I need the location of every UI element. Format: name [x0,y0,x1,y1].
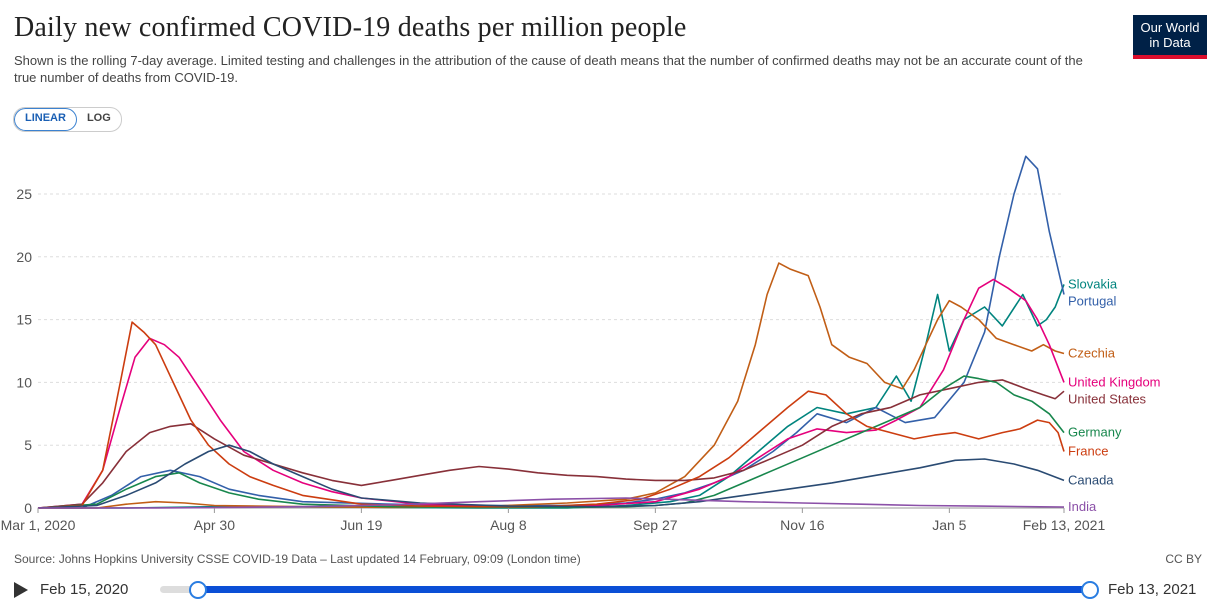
legend-label: France [1068,443,1108,458]
chart-legend: Slovakia Portugal Czechia United Kingdom Uni… [1068,276,1161,514]
legend-label: Portugal [1068,293,1117,308]
log-scale-button[interactable]: LOG [86,112,111,124]
source-note: Source: Johns Hopkins University CSSE CO… [14,552,581,566]
series-line-india [37,497,1065,509]
legend-label: India [1068,499,1097,514]
y-tick-label: 10 [16,374,32,390]
series-line-france [37,321,1065,509]
x-tick-label: Aug 8 [490,517,527,533]
series-line-germany [37,375,1065,509]
y-axis: 0 5 10 15 20 25 [16,186,32,516]
owid-logo[interactable]: Our World in Data [1133,15,1207,59]
chart-subtitle: Shown is the rolling 7-day average. Limi… [14,53,1083,85]
x-tick-label: Mar 1, 2020 [1,517,76,533]
timeline-start-handle[interactable] [189,581,208,599]
timeline-end-label: Feb 13, 2021 [1108,581,1197,598]
series-line-canada [37,444,1065,509]
series-line-united-states [37,379,1065,509]
linear-scale-button[interactable]: LINEAR [14,108,77,131]
play-icon[interactable] [14,582,28,598]
series-line-czechia [38,262,1065,509]
chart-lines [37,155,1065,509]
x-tick-label: Apr 30 [194,517,235,533]
logo-line-1: Our World [1140,20,1200,35]
legend-label: Czechia [1068,345,1116,360]
line-chart: 0 5 10 15 20 25 Mar 1, 2020 Apr 30 Jun 19 Aug 8 S… [1,155,1161,533]
y-tick-label: 20 [16,249,32,265]
x-tick-label: Nov 16 [780,517,825,533]
scale-toggle: LINEAR LOG [13,107,122,132]
x-tick-label: Jun 19 [340,517,382,533]
legend-label: Slovakia [1068,276,1118,291]
x-tick-label: Jan 5 [932,517,966,533]
y-tick-label: 0 [24,500,32,516]
y-tick-label: 5 [24,437,32,453]
legend-label: United Kingdom [1068,374,1161,389]
y-tick-label: 15 [16,312,32,328]
y-tick-label: 25 [16,186,32,202]
x-tick-label: Sep 27 [633,517,678,533]
license-link[interactable]: CC BY [1165,552,1202,566]
series-line-united-kingdom [37,278,1065,509]
x-tick-label: Feb 13, 2021 [1023,517,1106,533]
timeline-start-label: Feb 15, 2020 [40,581,129,598]
timeline-selection [197,586,1090,593]
legend-label: Canada [1068,472,1114,487]
logo-line-2: in Data [1149,35,1191,50]
timeline: Feb 15, 2020 Feb 13, 2021 [0,575,1216,603]
series-line-portugal [38,155,1065,509]
chart-title: Daily new confirmed COVID-19 deaths per … [14,12,687,43]
legend-label: Germany [1068,425,1122,440]
legend-label: United States [1068,391,1147,406]
x-axis: Mar 1, 2020 Apr 30 Jun 19 Aug 8 Sep 27 Nov 16… [1,508,1106,533]
timeline-end-handle[interactable] [1081,581,1099,599]
